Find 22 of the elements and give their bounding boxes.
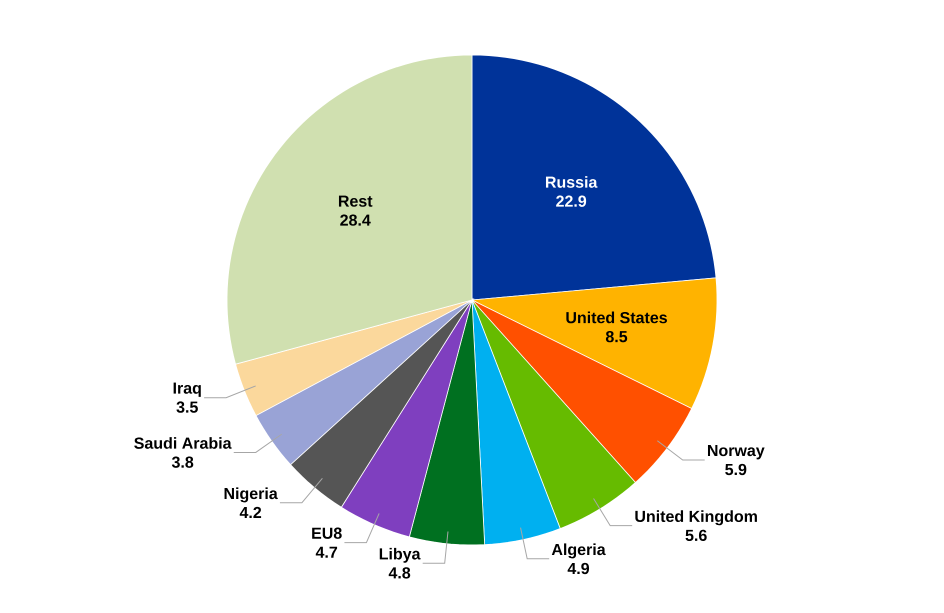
data-label: 3.5 [176,401,198,413]
slice-label: United Kingdom [635,510,757,526]
slice-label: Rest [338,196,372,207]
slice-label: Russia [546,176,598,188]
data-label: 8.5 [606,330,628,342]
data-label: 3.8 [172,456,194,468]
slice-label: Nigeria [224,487,278,502]
data-label: 22.9 [556,196,586,207]
slice-label: Norway [708,444,765,460]
data-label: 5.6 [686,530,707,542]
slice-label: Iraq [174,382,201,397]
data-label: 4.9 [568,562,590,574]
slice-label: Libya [380,548,421,563]
slice-label: EU8 [312,528,342,539]
data-label: 5.9 [725,464,746,476]
slice-label: Algeria [552,543,606,558]
slice-label: United States [566,312,667,324]
data-label: 4.2 [240,506,262,518]
data-label: 28.4 [340,214,371,226]
slice-label: Saudi Arabia [134,437,232,449]
data-label: 4.7 [316,546,338,558]
data-label: 4.8 [388,567,410,579]
